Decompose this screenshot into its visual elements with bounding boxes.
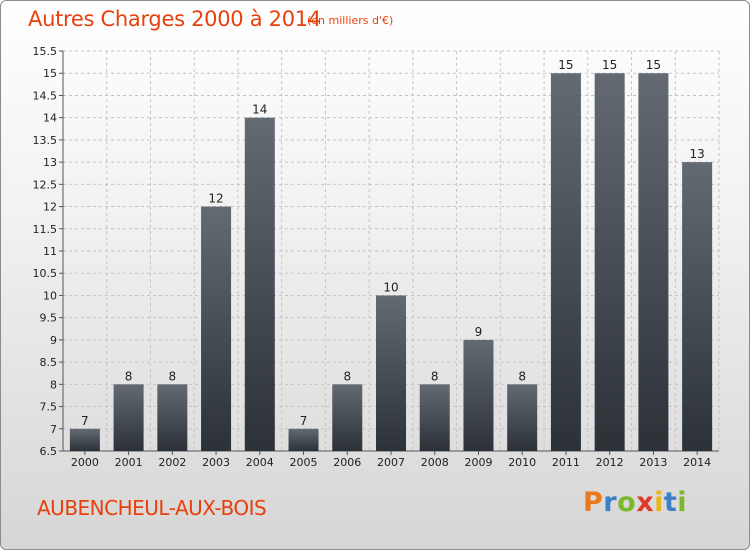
bar-2014: [682, 162, 713, 451]
bar-value-label: 12: [208, 192, 223, 206]
logo-letter: o: [617, 487, 637, 518]
y-tick-label: 9.5: [40, 312, 58, 325]
bar-value-label: 8: [518, 369, 526, 383]
x-tick-label: 2009: [464, 456, 492, 469]
bar-value-label: 7: [300, 414, 308, 428]
bar-2010: [507, 384, 538, 451]
x-tick-label: 2000: [71, 456, 99, 469]
logo-letter: t: [663, 487, 678, 518]
bar-2000: [69, 428, 100, 451]
bar-2003: [201, 206, 232, 451]
bar-value-label: 7: [81, 414, 89, 428]
bar-value-label: 10: [383, 280, 398, 294]
y-tick-label: 9: [50, 334, 57, 347]
y-tick-label: 14.5: [33, 89, 58, 102]
x-tick-label: 2010: [508, 456, 536, 469]
bar-2007: [376, 295, 406, 451]
bar-value-label: 15: [602, 58, 617, 72]
logo-letter: r: [603, 487, 618, 518]
y-tick-label: 8.5: [40, 356, 58, 369]
y-tick-label: 6.5: [40, 445, 58, 458]
chart-subtitle: (en milliers d'€): [307, 14, 394, 27]
bar-2012: [594, 73, 625, 451]
bar-2005: [288, 428, 319, 451]
x-tick-label: 2013: [639, 456, 667, 469]
y-tick-label: 15.5: [33, 45, 58, 58]
bar-2001: [113, 384, 144, 451]
logo-letter: i: [677, 487, 688, 518]
logo-letter: i: [654, 487, 664, 518]
bar-value-label: 9: [475, 325, 483, 339]
y-tick-label: 14: [43, 112, 57, 125]
chart-title: Autres Charges 2000 à 2014: [28, 7, 321, 31]
x-tick-label: 2011: [552, 456, 580, 469]
bar-value-label: 8: [343, 369, 351, 383]
y-tick-label: 11.5: [33, 223, 58, 236]
x-tick-label: 2008: [421, 456, 449, 469]
y-tick-label: 7: [50, 423, 57, 436]
bar-value-label: 8: [125, 369, 133, 383]
y-tick-label: 15: [43, 67, 57, 80]
bar-value-label: 15: [646, 58, 661, 72]
y-tick-label: 10: [43, 289, 57, 302]
y-tick-label: 8: [50, 378, 57, 391]
y-tick-label: 12.5: [33, 178, 58, 191]
bar-2009: [463, 339, 494, 451]
x-tick-label: 2007: [377, 456, 405, 469]
bar-value-label: 8: [169, 369, 177, 383]
town-name: AUBENCHEUL-AUX-BOIS: [37, 496, 267, 520]
x-tick-label: 2003: [202, 456, 230, 469]
x-tick-label: 2005: [290, 456, 318, 469]
x-tick-label: 2006: [333, 456, 361, 469]
bar-2006: [332, 384, 363, 451]
y-tick-label: 13: [43, 156, 57, 169]
bar-value-label: 14: [252, 103, 267, 117]
logo-letter: x: [636, 487, 655, 518]
y-tick-label: 11: [43, 245, 57, 258]
bar-2004: [244, 117, 275, 452]
y-tick-label: 7.5: [40, 401, 58, 414]
bars: [69, 73, 713, 452]
y-tick-label: 12: [43, 201, 57, 214]
x-tick-label: 2001: [115, 456, 143, 469]
x-tick-label: 2002: [158, 456, 186, 469]
y-tick-label: 13.5: [33, 134, 58, 147]
bar-2011: [550, 73, 581, 451]
bar-2002: [157, 384, 188, 451]
bar-value-label: 15: [558, 58, 573, 72]
x-tick-label: 2014: [683, 456, 711, 469]
labels: 6.5 7 7.5 8 8.5 9 9.5 10 10.5 11 11.5 12 12.5 13 13.5 1…: [33, 45, 712, 469]
bar-2013: [638, 73, 669, 451]
x-tick-label: 2012: [596, 456, 624, 469]
bar-value-label: 13: [689, 147, 704, 161]
bar-value-label: 8: [431, 369, 439, 383]
bar-2008: [419, 384, 450, 451]
logo-letter: P: [583, 487, 604, 518]
proxiti-logo[interactable]: Proxiti: [583, 487, 687, 518]
x-tick-label: 2004: [246, 456, 274, 469]
y-tick-label: 10.5: [33, 267, 58, 280]
